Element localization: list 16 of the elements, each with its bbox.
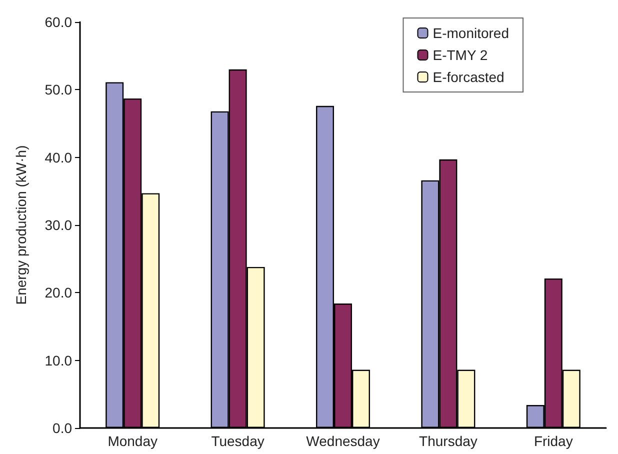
x-tick-label: Friday <box>534 433 573 449</box>
x-tick-label: Tuesday <box>211 433 264 449</box>
y-tick-label: 50.0 <box>44 82 72 98</box>
y-tick-label: 0.0 <box>52 420 72 436</box>
y-tick-label: 20.0 <box>44 284 72 301</box>
y-tick-label: 60.0 <box>44 14 72 30</box>
x-tick-label: Thursday <box>419 433 478 449</box>
x-tick-label: Wednesday <box>306 433 380 449</box>
y-tick-label: 30.0 <box>44 217 72 233</box>
y-axis-title: Energy production (kW·h) <box>13 145 29 305</box>
x-tick-label: Monday <box>108 433 158 449</box>
y-tick-label: 40.0 <box>44 149 72 166</box>
legend-label: E-monitored <box>432 25 510 41</box>
legend-label: E-TMY 2 <box>432 47 488 63</box>
y-tick-label: 10.0 <box>44 352 72 368</box>
legend-label: E-forcasted <box>432 69 504 85</box>
